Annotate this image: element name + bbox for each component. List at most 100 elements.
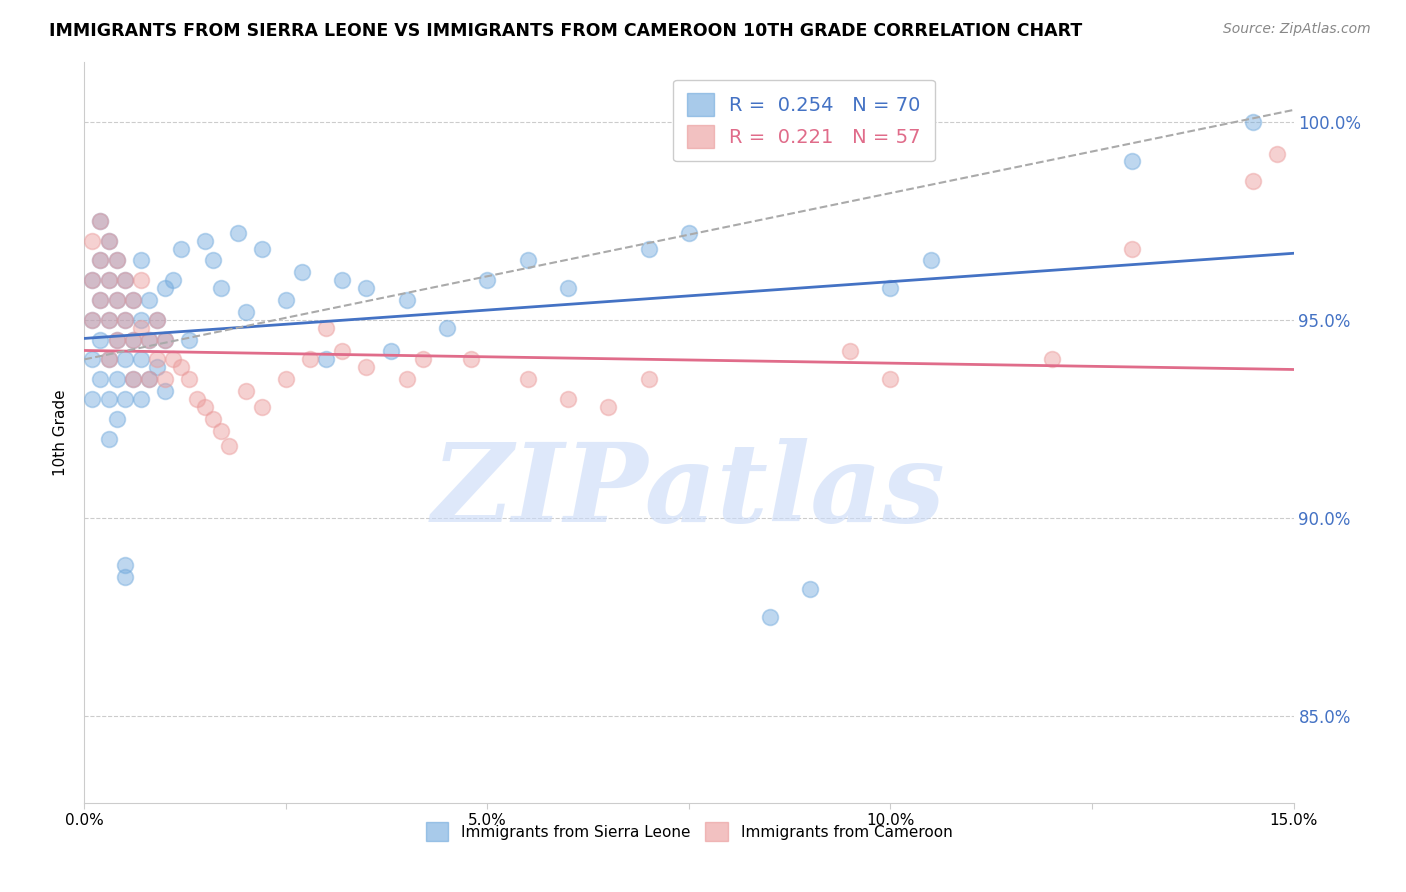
Point	[1241, 174, 1264, 188]
Point	[114, 558, 136, 573]
Point	[637, 242, 659, 256]
Point	[82, 273, 104, 287]
Point	[121, 372, 143, 386]
Point	[1241, 115, 1264, 129]
Point	[250, 400, 273, 414]
Point	[114, 273, 136, 287]
Point	[274, 372, 297, 386]
Point	[89, 214, 111, 228]
Point	[114, 570, 136, 584]
Point	[274, 293, 297, 307]
Point	[97, 392, 120, 406]
Point	[82, 273, 104, 287]
Point	[82, 313, 104, 327]
Point	[170, 360, 193, 375]
Point	[121, 333, 143, 347]
Point	[105, 253, 128, 268]
Point	[153, 333, 176, 347]
Point	[879, 372, 901, 386]
Point	[209, 424, 232, 438]
Point	[758, 609, 780, 624]
Point	[412, 352, 434, 367]
Point	[153, 384, 176, 398]
Point	[82, 313, 104, 327]
Point	[315, 352, 337, 367]
Point	[114, 352, 136, 367]
Point	[82, 352, 104, 367]
Point	[138, 372, 160, 386]
Point	[799, 582, 821, 596]
Point	[330, 344, 353, 359]
Y-axis label: 10th Grade: 10th Grade	[53, 389, 69, 476]
Legend: Immigrants from Sierra Leone, Immigrants from Cameroon: Immigrants from Sierra Leone, Immigrants…	[419, 816, 959, 847]
Point	[105, 333, 128, 347]
Point	[114, 313, 136, 327]
Point	[97, 234, 120, 248]
Point	[146, 360, 169, 375]
Point	[1267, 146, 1289, 161]
Point	[179, 333, 201, 347]
Point	[97, 352, 120, 367]
Point	[1121, 154, 1143, 169]
Point	[146, 313, 169, 327]
Point	[97, 432, 120, 446]
Point	[460, 352, 482, 367]
Point	[121, 293, 143, 307]
Point	[557, 392, 579, 406]
Point	[89, 253, 111, 268]
Point	[395, 293, 418, 307]
Point	[82, 234, 104, 248]
Point	[598, 400, 620, 414]
Point	[194, 400, 217, 414]
Point	[89, 293, 111, 307]
Point	[129, 273, 152, 287]
Point	[153, 372, 176, 386]
Point	[477, 273, 499, 287]
Point	[153, 281, 176, 295]
Point	[920, 253, 942, 268]
Point	[179, 372, 201, 386]
Point	[436, 320, 458, 334]
Point	[1121, 242, 1143, 256]
Text: Source: ZipAtlas.com: Source: ZipAtlas.com	[1223, 22, 1371, 37]
Point	[89, 293, 111, 307]
Point	[637, 372, 659, 386]
Point	[97, 313, 120, 327]
Point	[356, 360, 378, 375]
Point	[1040, 352, 1063, 367]
Point	[477, 828, 499, 842]
Point	[89, 333, 111, 347]
Point	[89, 214, 111, 228]
Point	[105, 333, 128, 347]
Point	[105, 293, 128, 307]
Point	[162, 273, 184, 287]
Point	[162, 352, 184, 367]
Point	[146, 313, 169, 327]
Point	[170, 242, 193, 256]
Point	[202, 411, 225, 425]
Point	[138, 293, 160, 307]
Point	[879, 281, 901, 295]
Point	[194, 234, 217, 248]
Point	[121, 293, 143, 307]
Point	[395, 372, 418, 386]
Point	[330, 273, 353, 287]
Point	[226, 226, 249, 240]
Point	[250, 242, 273, 256]
Point	[209, 281, 232, 295]
Point	[89, 253, 111, 268]
Point	[718, 807, 741, 822]
Point	[97, 273, 120, 287]
Point	[129, 320, 152, 334]
Point	[138, 333, 160, 347]
Point	[105, 372, 128, 386]
Point	[153, 333, 176, 347]
Point	[516, 253, 538, 268]
Point	[146, 352, 169, 367]
Point	[89, 372, 111, 386]
Text: ZIPatlas: ZIPatlas	[432, 438, 946, 546]
Point	[114, 392, 136, 406]
Point	[202, 253, 225, 268]
Point	[138, 333, 160, 347]
Point	[121, 372, 143, 386]
